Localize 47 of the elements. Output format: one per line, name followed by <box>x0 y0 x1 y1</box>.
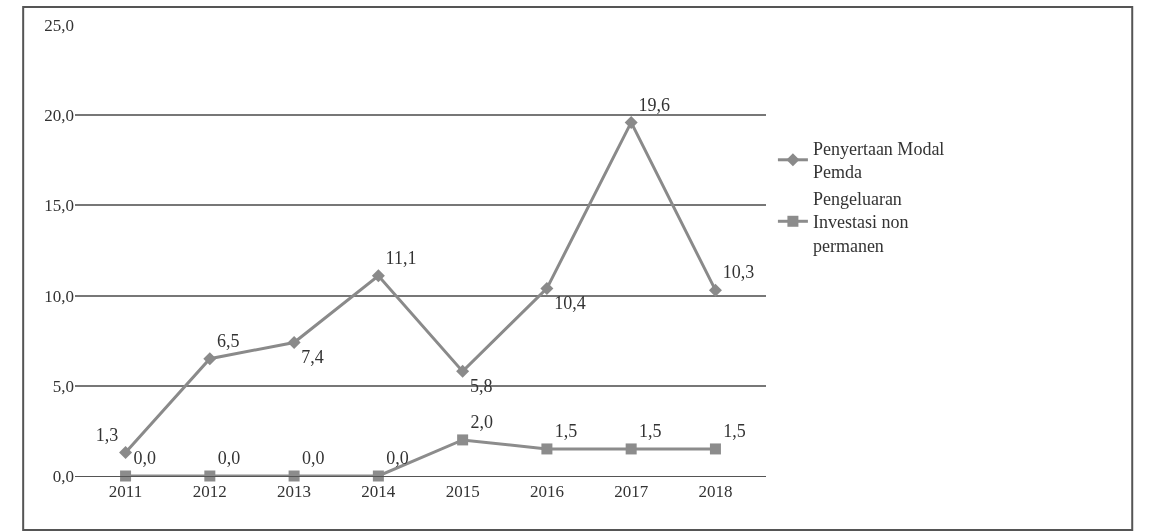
legend-label: Penyertaan Modal Pemda <box>812 139 945 183</box>
data-label: 0,0 <box>133 447 156 468</box>
x-tick-label: 2012 <box>192 482 227 502</box>
y-tick-label: 25,0 <box>44 15 74 35</box>
point <box>372 470 384 482</box>
point <box>540 281 554 295</box>
data-label: 1,5 <box>554 420 578 441</box>
point <box>287 336 301 349</box>
y-tick-label: 20,0 <box>44 106 74 126</box>
point <box>457 434 469 446</box>
point <box>204 470 216 482</box>
y-tick-label: 15,0 <box>44 196 74 216</box>
x-tick-label: 2016 <box>529 482 564 502</box>
data-label: 10,3 <box>722 262 755 283</box>
x-tick-label: 2015 <box>445 482 480 502</box>
legend-label: Pengeluaran Investasi non permanen <box>812 188 909 256</box>
point <box>203 352 217 366</box>
point <box>288 470 300 482</box>
point <box>709 443 721 455</box>
point <box>624 115 638 129</box>
data-label: 1,3 <box>95 424 119 445</box>
data-label: 11,1 <box>385 248 417 269</box>
data-label: 1,5 <box>639 420 662 441</box>
x-tick-label: 2018 <box>698 482 733 502</box>
x-tick-label: 2014 <box>361 482 396 502</box>
point <box>119 446 133 460</box>
x-tick-label: 2017 <box>614 482 649 502</box>
x-tick-label: 2011 <box>108 482 143 502</box>
y-tick-label: 0,0 <box>52 466 74 486</box>
data-label: 0,0 <box>217 447 241 468</box>
data-label: 0,0 <box>301 447 325 468</box>
point <box>708 283 722 297</box>
data-label: 10,4 <box>554 293 586 314</box>
point <box>625 443 637 455</box>
x-tick-label: 2013 <box>277 482 312 502</box>
data-label: 2,0 <box>470 411 494 432</box>
data-label: 6,5 <box>217 330 240 351</box>
data-label: 7,4 <box>301 347 324 368</box>
data-label: 0,0 <box>386 447 409 468</box>
point <box>371 269 385 283</box>
y-tick-label: 5,0 <box>52 376 74 396</box>
y-tick-label: 10,0 <box>44 286 74 306</box>
point <box>456 364 470 378</box>
point <box>120 470 132 482</box>
point <box>541 443 553 455</box>
data-label: 19,6 <box>638 94 670 115</box>
data-label: 1,5 <box>723 420 746 441</box>
